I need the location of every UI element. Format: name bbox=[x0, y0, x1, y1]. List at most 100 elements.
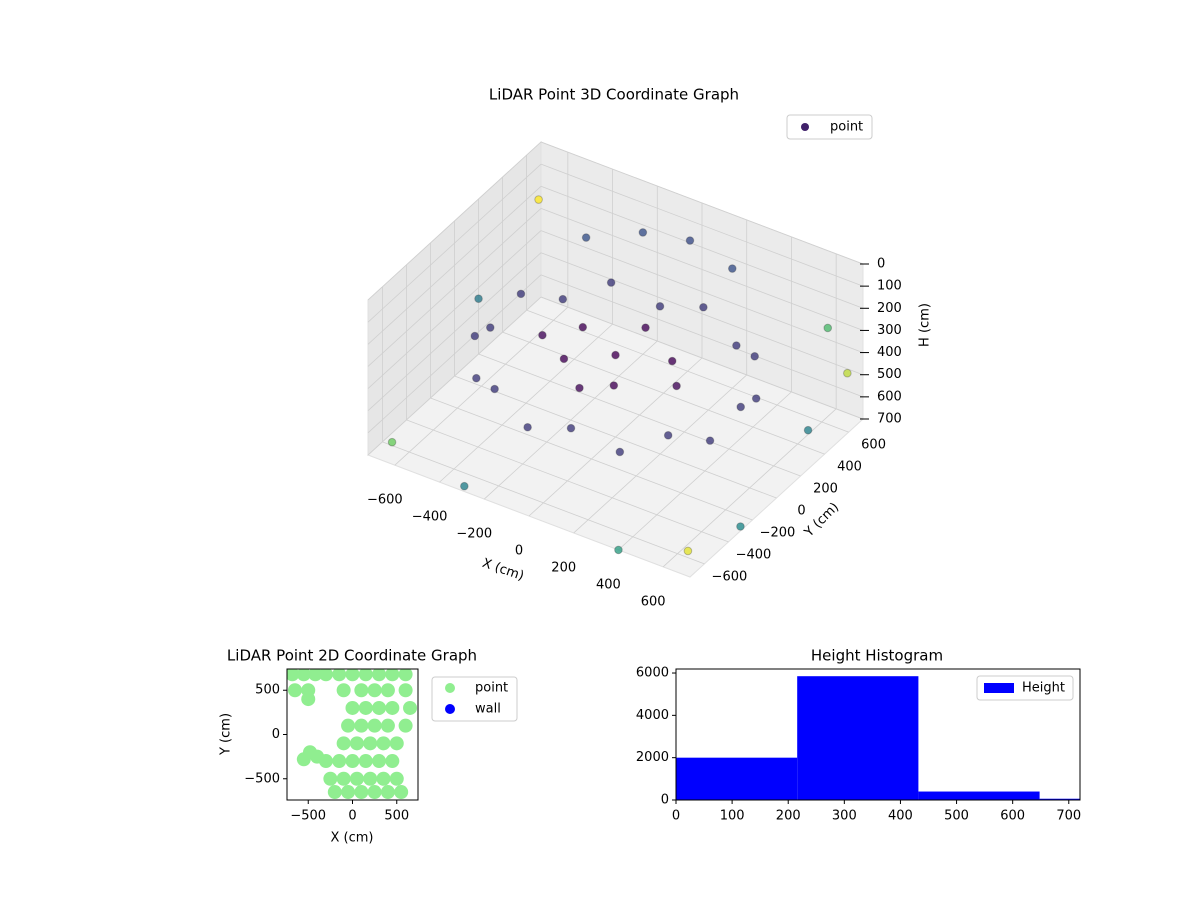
chart-title: Height Histogram bbox=[811, 647, 943, 665]
bar bbox=[797, 676, 919, 800]
point bbox=[803, 425, 813, 435]
legend-label: point bbox=[475, 681, 508, 696]
point bbox=[380, 718, 395, 733]
z-tick-label: 300 bbox=[877, 323, 902, 338]
point bbox=[655, 302, 665, 311]
point bbox=[345, 754, 360, 769]
grid-line bbox=[367, 252, 542, 412]
grid-line bbox=[430, 397, 753, 521]
point bbox=[332, 669, 347, 682]
y-axis-label: Y (cm) bbox=[219, 713, 234, 756]
point bbox=[372, 669, 387, 682]
grid-line bbox=[540, 296, 864, 420]
legend-marker bbox=[445, 683, 455, 693]
legend-box bbox=[786, 114, 873, 140]
point bbox=[363, 736, 378, 751]
y-tick-label: 6000 bbox=[636, 666, 669, 681]
point bbox=[578, 322, 588, 332]
grid-line bbox=[406, 419, 729, 543]
point bbox=[672, 381, 681, 391]
x-tick-label: 300 bbox=[832, 809, 857, 824]
point bbox=[398, 683, 413, 698]
point bbox=[318, 669, 333, 682]
x-tick-label: −400 bbox=[412, 510, 448, 525]
grid-line bbox=[526, 309, 849, 433]
y-tick-label: −500 bbox=[244, 771, 280, 786]
chart-title: LiDAR Point 3D Coordinate Graph bbox=[489, 86, 739, 104]
legend-marker bbox=[801, 123, 809, 131]
y-tick-label: −600 bbox=[712, 569, 748, 584]
point bbox=[372, 700, 387, 715]
z-tick-label: 100 bbox=[877, 279, 902, 294]
point bbox=[372, 754, 387, 769]
grid-line bbox=[540, 274, 864, 398]
point bbox=[308, 669, 323, 682]
legend-marker bbox=[445, 704, 455, 714]
x-tick-label: 600 bbox=[641, 594, 666, 609]
z-tick-label: 600 bbox=[877, 389, 902, 404]
chart-title: LiDAR Point 2D Coordinate Graph bbox=[227, 647, 477, 665]
grid-line bbox=[367, 296, 542, 456]
grid-line bbox=[540, 185, 864, 309]
point bbox=[470, 331, 480, 341]
point bbox=[638, 228, 648, 237]
point bbox=[363, 771, 378, 786]
point bbox=[345, 700, 360, 715]
point bbox=[615, 447, 625, 457]
point bbox=[358, 700, 373, 715]
point bbox=[538, 330, 547, 340]
grid-line bbox=[540, 141, 864, 265]
x-tick-label: 0 bbox=[515, 544, 523, 559]
x-tick-label: 400 bbox=[888, 809, 913, 824]
point bbox=[750, 352, 759, 361]
point bbox=[490, 384, 499, 394]
point bbox=[323, 771, 338, 786]
point bbox=[349, 771, 364, 786]
point bbox=[736, 522, 745, 531]
z-tick-label: 500 bbox=[877, 367, 902, 382]
grid-line bbox=[540, 208, 864, 331]
x-tick-label: 700 bbox=[1056, 809, 1081, 824]
x-tick-label: −500 bbox=[290, 809, 326, 824]
point bbox=[327, 785, 342, 800]
x-tick-label: 200 bbox=[776, 809, 801, 824]
x-tick-label: 100 bbox=[720, 809, 745, 824]
z-axis-label: H (cm) bbox=[918, 303, 933, 347]
point bbox=[387, 437, 397, 447]
point bbox=[534, 195, 543, 204]
bar bbox=[676, 757, 798, 800]
point bbox=[472, 373, 481, 383]
point bbox=[823, 323, 833, 333]
z-tick-label: 0 bbox=[877, 257, 885, 272]
point bbox=[354, 683, 369, 698]
point bbox=[349, 736, 364, 751]
point bbox=[485, 323, 495, 332]
x-axis-label: X (cm) bbox=[331, 831, 374, 846]
point bbox=[667, 356, 677, 366]
grid-line bbox=[540, 252, 864, 376]
y-axis-label: Y (cm) bbox=[801, 500, 842, 541]
bar bbox=[918, 791, 1040, 800]
point bbox=[296, 752, 311, 767]
point bbox=[385, 754, 400, 769]
grid-line bbox=[367, 208, 542, 367]
point bbox=[575, 383, 584, 393]
y-tick-label: 0 bbox=[272, 727, 280, 742]
grid-line bbox=[367, 230, 542, 389]
point bbox=[354, 785, 369, 800]
point bbox=[354, 718, 369, 733]
grid-line bbox=[367, 141, 542, 301]
point bbox=[460, 481, 469, 491]
point bbox=[685, 236, 695, 245]
y-tick-label: 2000 bbox=[636, 750, 669, 765]
y-tick-label: −400 bbox=[736, 547, 772, 562]
grid-line bbox=[367, 185, 542, 345]
y-tick-label: 200 bbox=[813, 482, 838, 497]
point bbox=[736, 402, 746, 412]
x-tick-label: 500 bbox=[944, 809, 969, 824]
point bbox=[389, 771, 404, 786]
y-tick-label: 600 bbox=[861, 438, 886, 453]
x-axis-label: X (cm) bbox=[480, 556, 526, 584]
point bbox=[376, 771, 391, 786]
grid-line bbox=[540, 230, 864, 353]
